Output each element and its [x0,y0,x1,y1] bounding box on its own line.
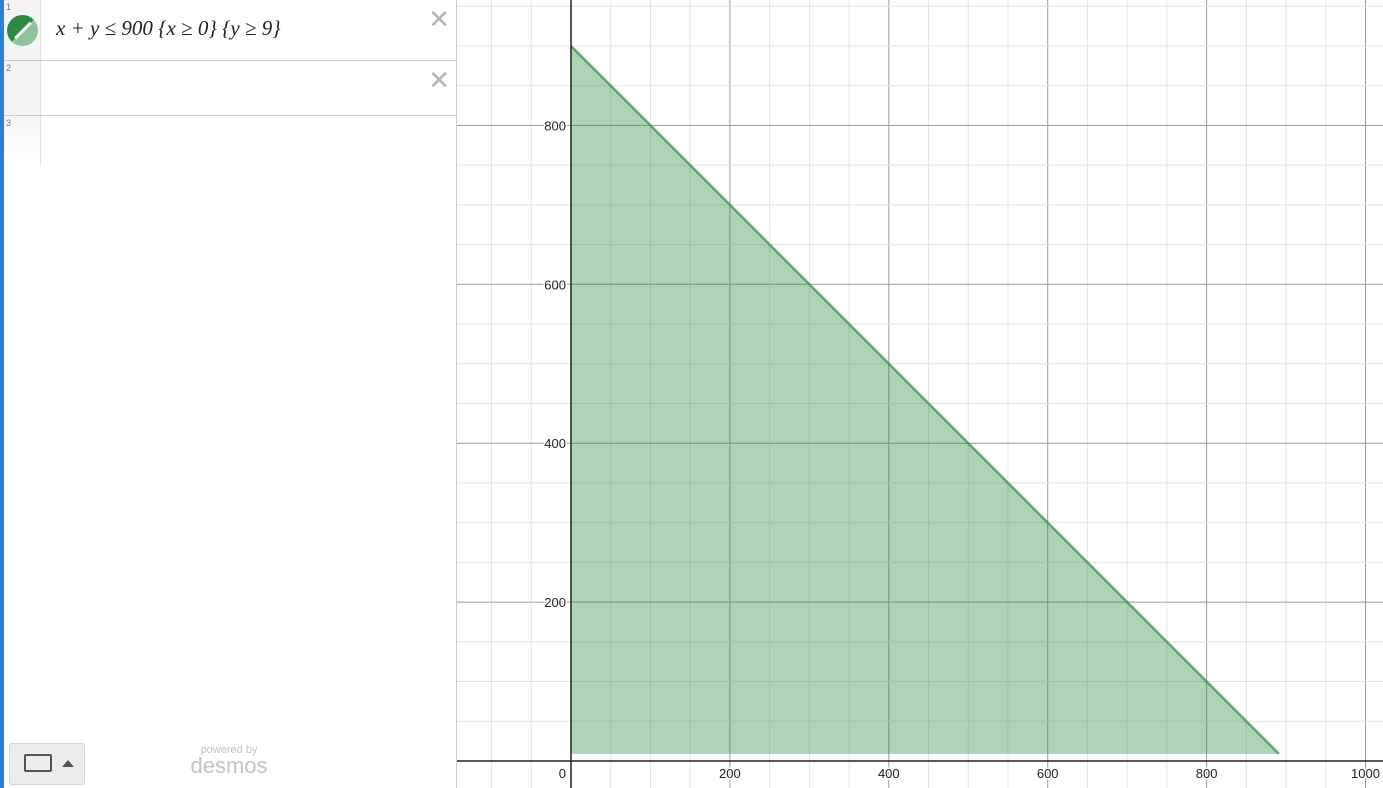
row-gutter: 3 [4,116,41,166]
keyboard-toggle-button[interactable] [9,743,85,785]
x-tick-label: 200 [719,766,741,781]
y-tick-label: 200 [544,595,566,610]
left-edge-strip [0,0,4,788]
boundary-line [570,45,1280,755]
expression-row-3[interactable]: 3 [4,116,457,166]
x-tick-label: 600 [1037,766,1059,781]
row-number: 2 [6,63,12,73]
row-gutter: 2 [4,61,41,115]
row-number: 1 [6,2,12,12]
x-tick-label: 800 [1196,766,1218,781]
expression-list: 1 x + y ≤ 900 {x ≥ 0} {y ≥ 9} ✕ 2 ✕ 3 po… [4,0,457,788]
x-tick-label: 400 [878,766,900,781]
x-tick-label: 1000 [1351,766,1380,781]
desmos-logo: desmos [190,753,268,778]
color-toggle-icon[interactable] [7,15,38,46]
powered-by-desmos[interactable]: powered by desmos [189,744,269,778]
expression-row-2[interactable]: 2 ✕ [4,61,457,116]
y-tick-label: 400 [544,436,566,451]
y-tick-label: 600 [544,277,566,292]
delete-icon[interactable]: ✕ [428,65,450,95]
row-gutter: 1 [4,0,41,60]
row-number: 3 [6,118,12,128]
powered-label: powered by [200,744,258,756]
caret-up-icon [62,760,74,767]
x-tick-label: 0 [559,766,566,781]
delete-icon[interactable]: ✕ [428,4,450,34]
y-tick-label: 800 [544,118,566,133]
expression-row-1[interactable]: 1 x + y ≤ 900 {x ≥ 0} {y ≥ 9} ✕ [4,0,457,61]
keyboard-icon [24,754,52,772]
expression-input[interactable]: x + y ≤ 900 {x ≥ 0} {y ≥ 9} [56,16,281,40]
